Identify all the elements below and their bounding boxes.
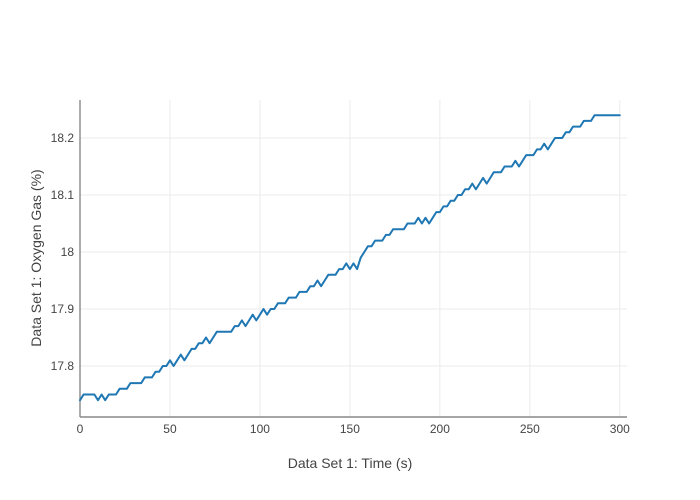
y-tick-label: 17.9 bbox=[50, 301, 74, 316]
plot-area[interactable] bbox=[80, 100, 627, 417]
x-tick-label: 100 bbox=[249, 422, 270, 436]
gridlines bbox=[79, 100, 627, 417]
x-tick-label: 50 bbox=[163, 422, 177, 436]
oxygen-line-trace bbox=[79, 114, 621, 402]
x-tick-label: 250 bbox=[519, 422, 540, 436]
x-tick-label: 150 bbox=[339, 422, 360, 436]
y-tick-label: 17.8 bbox=[50, 358, 74, 373]
x-tick-label: 300 bbox=[609, 422, 630, 436]
y-tick-label: 18.2 bbox=[50, 131, 74, 145]
x-axis-title[interactable]: Data Set 1: Time (s) bbox=[287, 455, 413, 471]
data-series bbox=[79, 114, 621, 402]
y-tick-label: 18 bbox=[60, 245, 74, 259]
y-tick-label: 18.1 bbox=[50, 188, 74, 202]
x-tick-label: 0 bbox=[76, 422, 84, 436]
axis-lines bbox=[79, 100, 627, 418]
y-axis-title[interactable]: Data Set 1: Oxygen Gas (%) bbox=[28, 169, 44, 347]
x-tick-label: 200 bbox=[429, 422, 450, 436]
